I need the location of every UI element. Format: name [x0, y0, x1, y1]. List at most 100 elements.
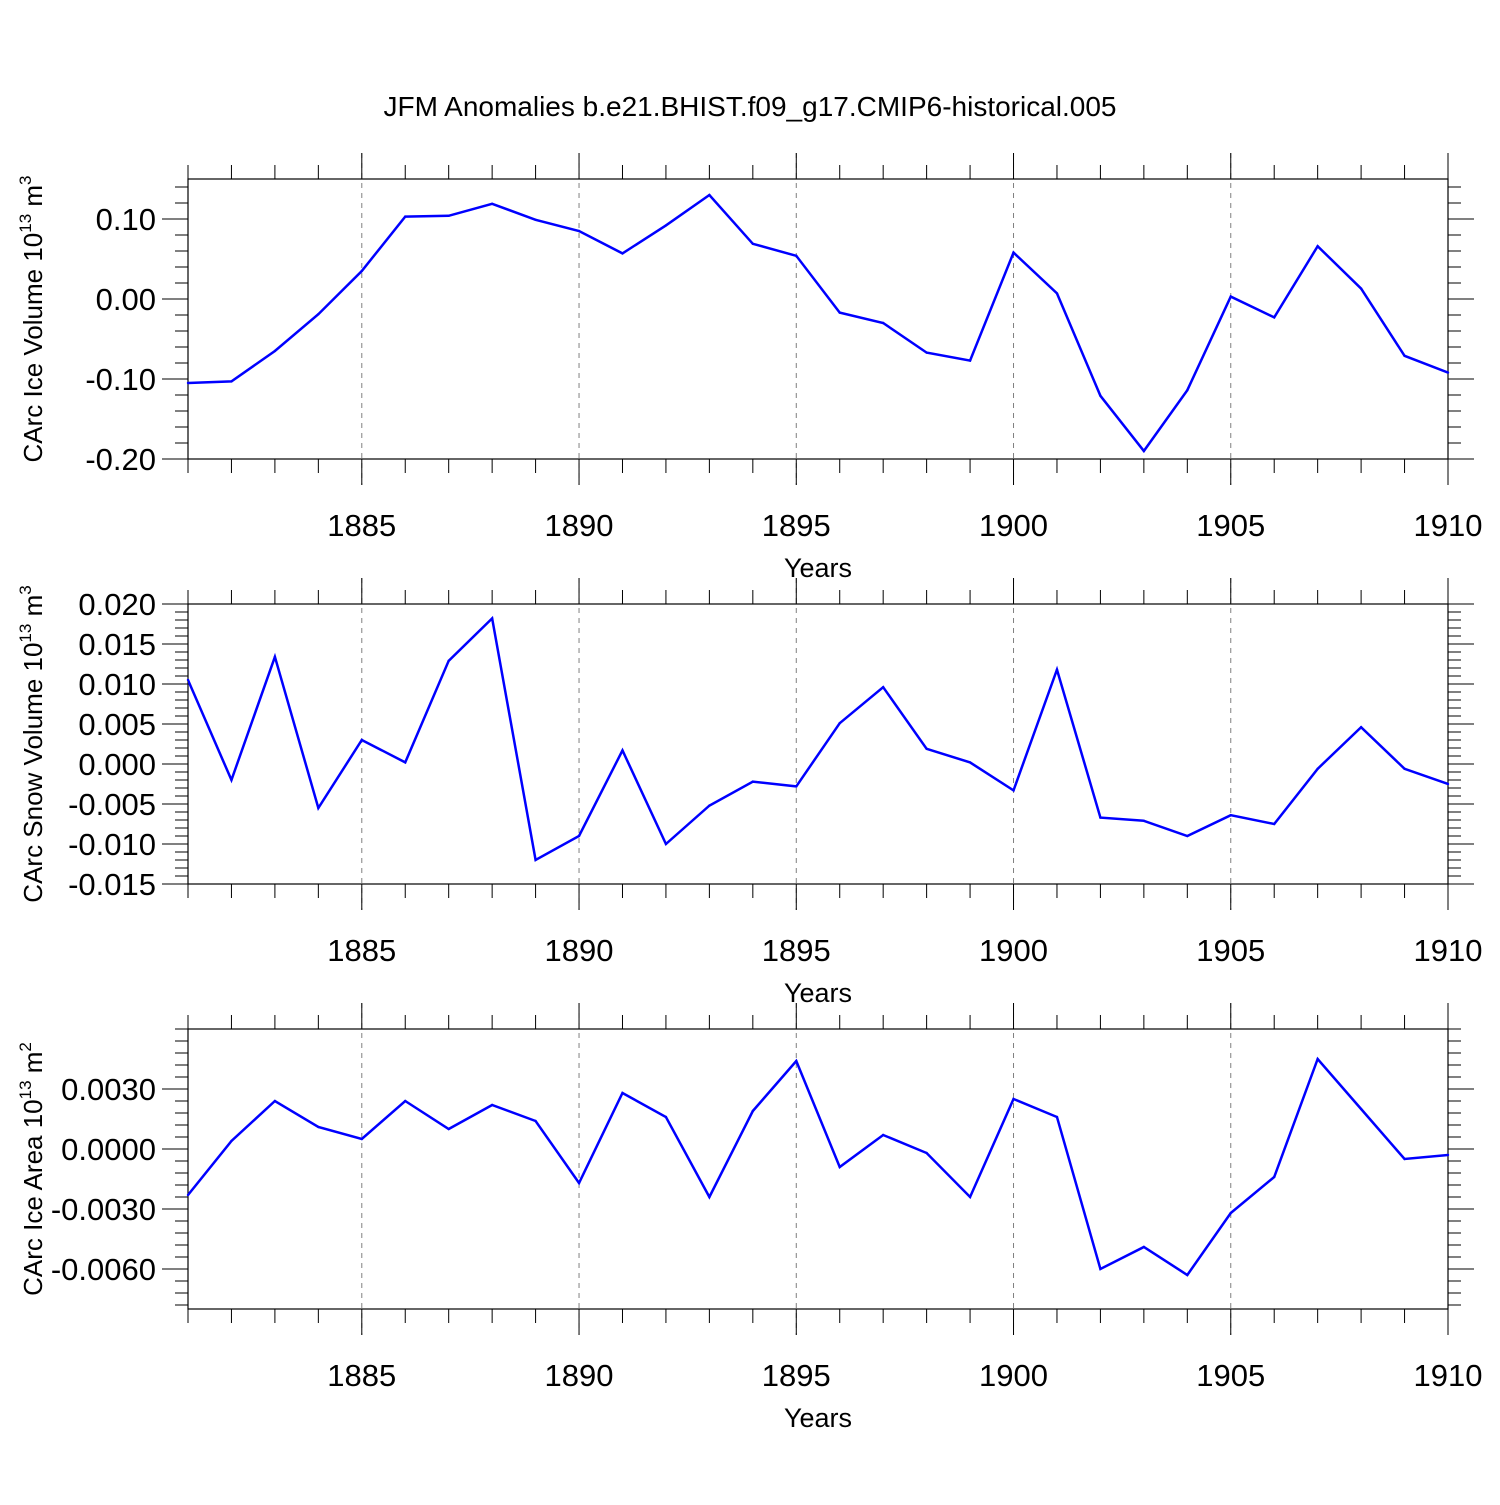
y-tick-label: -0.10 — [85, 362, 156, 397]
data-point — [1403, 1157, 1406, 1161]
y-tick-label: -0.0030 — [51, 1192, 156, 1227]
y-tick-label: 0.10 — [96, 202, 156, 237]
data-point — [621, 1091, 624, 1095]
data-point — [881, 686, 885, 689]
x-axis-label: Years — [784, 1403, 852, 1433]
data-point — [838, 1165, 841, 1169]
plot-frame — [187, 603, 1449, 885]
x-tick-label: 1900 — [979, 1358, 1048, 1393]
x-tick-label: 1895 — [762, 508, 831, 543]
data-point — [968, 761, 972, 764]
y-tick-label: 0.0000 — [61, 1132, 156, 1167]
series-line — [188, 1056, 1448, 1277]
plot-frame — [187, 1028, 1449, 1310]
data-point — [751, 242, 755, 245]
data-point — [490, 202, 494, 205]
data-point — [1012, 789, 1015, 792]
data-point — [577, 1181, 581, 1185]
series-line — [188, 193, 1448, 454]
y-tick-label: -0.015 — [68, 867, 156, 902]
data-point — [534, 858, 537, 862]
panel-1: 1885 1890 1895 1900 1905 1910 Years -0.20 -0.10 0… — [16, 153, 1482, 583]
data-point — [186, 381, 190, 385]
data-point — [664, 224, 668, 227]
data-point — [1316, 1057, 1319, 1061]
data-point — [838, 722, 841, 725]
data-point — [447, 214, 450, 217]
data-point — [1446, 1153, 1450, 1157]
x-tick-label: 1900 — [979, 933, 1048, 968]
data-point — [1446, 782, 1450, 786]
x-tick-label: 1890 — [545, 1358, 614, 1393]
data-point — [447, 1127, 450, 1131]
x-tick-label: 1900 — [979, 508, 1048, 543]
data-point — [186, 1193, 190, 1197]
y-tick-label: -0.0060 — [51, 1252, 156, 1287]
x-axis-label: Years — [784, 978, 852, 1008]
y-tick-label: 0.010 — [78, 667, 156, 702]
y-axis-label: CArc Ice Area 1013 m2 — [16, 1042, 48, 1296]
data-point — [925, 1151, 928, 1155]
data-point — [881, 321, 885, 325]
x-tick-label: 1910 — [1414, 933, 1483, 968]
data-point — [1273, 1175, 1276, 1179]
data-point — [1142, 819, 1146, 822]
figure-title: JFM Anomalies b.e21.BHIST.f09_g17.CMIP6-… — [383, 91, 1116, 122]
y-tick-label: 0.00 — [96, 282, 156, 317]
data-point — [751, 1109, 755, 1113]
data-point — [838, 311, 841, 314]
data-point — [1186, 834, 1189, 838]
data-point — [273, 349, 277, 353]
panel-2: 1885 1890 1895 1900 1905 1910 Years -0.015 -0.01… — [16, 578, 1482, 1008]
data-point — [273, 655, 277, 658]
x-tick-label: 1885 — [327, 508, 396, 543]
y-tick-label: 0.020 — [78, 587, 156, 622]
data-point — [925, 747, 928, 750]
data-point — [1229, 814, 1232, 817]
data-point — [968, 359, 972, 362]
data-point — [577, 229, 581, 233]
data-point — [447, 659, 450, 662]
data-point — [795, 254, 798, 257]
y-tick-label: -0.005 — [68, 787, 156, 822]
data-point — [360, 269, 363, 273]
data-point — [490, 1103, 494, 1107]
x-tick-label: 1885 — [327, 933, 396, 968]
data-point — [1186, 1273, 1189, 1277]
y-tick-label: 0.000 — [78, 747, 156, 782]
data-point — [577, 834, 581, 838]
data-point — [1403, 767, 1406, 770]
data-point — [317, 806, 320, 810]
data-point — [708, 1195, 711, 1199]
data-point — [230, 380, 233, 383]
data-point — [1359, 287, 1363, 290]
data-point — [708, 804, 711, 807]
y-axis-label: CArc Snow Volume 1013 m3 — [16, 585, 48, 902]
data-point — [925, 351, 928, 354]
data-point — [230, 1139, 233, 1143]
data-point — [317, 313, 320, 316]
data-point — [534, 1119, 537, 1123]
y-tick-label: 0.005 — [78, 707, 156, 742]
data-point — [404, 215, 407, 218]
data-point — [1403, 354, 1406, 357]
data-point — [1186, 389, 1189, 392]
data-point — [360, 1137, 363, 1141]
data-point — [186, 678, 190, 682]
data-point — [534, 218, 537, 221]
data-point — [795, 785, 798, 788]
y-tick-label: -0.20 — [85, 442, 156, 477]
data-point — [664, 1115, 668, 1119]
data-point — [1273, 822, 1276, 826]
data-point — [1359, 726, 1363, 729]
data-point — [795, 1059, 798, 1063]
plot-frame — [187, 178, 1449, 460]
x-tick-label: 1890 — [545, 933, 614, 968]
data-point — [490, 617, 494, 620]
data-point — [404, 761, 407, 764]
y-tick-label: -0.010 — [68, 827, 156, 862]
x-tick-label: 1905 — [1196, 508, 1265, 543]
data-point — [1316, 245, 1319, 248]
